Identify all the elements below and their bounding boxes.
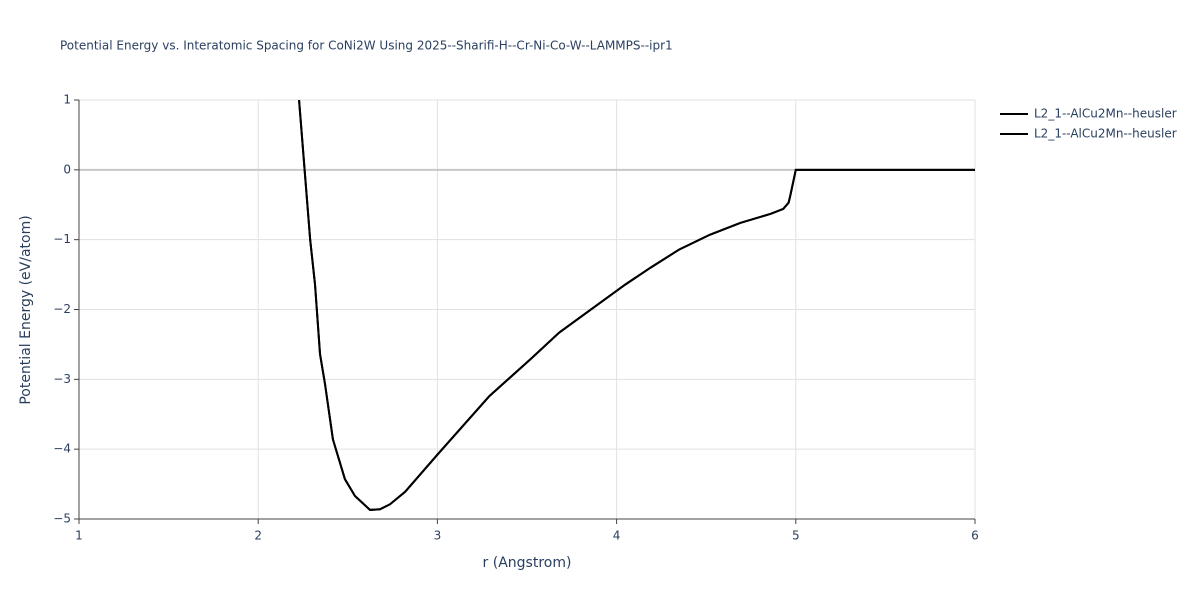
x-tick-label: 3 [434,529,442,543]
y-tick-label: −2 [53,302,71,316]
legend-label: L2_1--AlCu2Mn--heusler [1034,127,1177,141]
x-tick-label: 6 [971,529,979,543]
x-tick-label: 4 [613,529,621,543]
axes: 1 2 3 4 5 6 1 0 −1 −2 −3 −4 −5 L2_1--AlCu2Mn--heusler… [53,93,1176,543]
x-axis-title: r (Angstrom) [483,555,572,571]
grid [78,99,976,520]
y-tick-label: −3 [53,372,71,386]
y-tick-label: 0 [63,162,71,176]
x-tick-label: 1 [75,529,83,543]
y-tick-label: −5 [53,512,71,526]
plot-area [298,100,975,511]
y-axis-title: Potential Energy (eV/atom) [18,215,34,404]
data-line [298,100,975,511]
legend-label: L2_1--AlCu2Mn--heusler [1034,107,1177,121]
y-tick-label: 1 [63,93,71,107]
data-line [298,100,975,511]
y-tick-label: −4 [53,442,71,456]
y-tick-label: −1 [53,232,71,246]
chart-title: Potential Energy vs. Interatomic Spacing… [60,39,673,53]
x-tick-label: 5 [792,529,800,543]
x-tick-label: 2 [254,529,262,543]
